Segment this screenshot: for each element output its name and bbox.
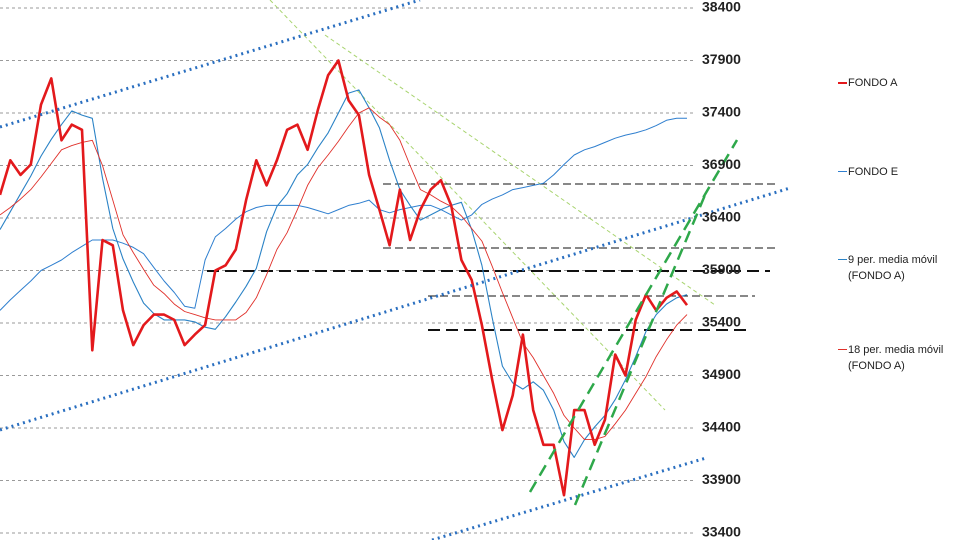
- legend-item: 9 per. media móvil (FONDO A): [838, 252, 975, 284]
- y-tick-label: 35900: [702, 261, 741, 277]
- series-line: [0, 59, 689, 497]
- legend-item: 18 per. media móvil (FONDO A): [838, 342, 975, 374]
- series-line: [0, 107, 688, 441]
- y-tick-label: 35400: [702, 314, 741, 330]
- legend-item: FONDO A: [838, 75, 975, 91]
- trend-line: [269, 0, 666, 411]
- series-group: [0, 59, 689, 497]
- legend-swatch: [838, 82, 847, 84]
- y-tick-label: 36900: [702, 156, 741, 172]
- series-line: [0, 117, 687, 311]
- y-tick-label: 33900: [702, 471, 741, 487]
- channel-line: [0, 186, 791, 432]
- channel-line: [0, 0, 421, 129]
- legend-swatch: [838, 349, 847, 350]
- channel-line: [528, 139, 739, 493]
- y-tick-label: 33400: [702, 524, 741, 540]
- channel-lines: [0, 0, 791, 540]
- legend-swatch: [838, 259, 847, 260]
- legend-label: FONDO A: [848, 77, 898, 89]
- y-tick-label: 37900: [702, 51, 741, 67]
- legend-label: 18 per. media móvil (FONDO A): [848, 344, 944, 372]
- legend-label: FONDO E: [848, 166, 899, 178]
- legend-label: 9 per. media móvil (FONDO A): [848, 254, 938, 282]
- y-tick-label: 37400: [702, 104, 741, 120]
- trend-line: [324, 34, 716, 306]
- trend-lines: [207, 0, 775, 411]
- legend-swatch: [838, 171, 847, 172]
- channel-line: [431, 456, 707, 540]
- channel-line: [573, 194, 707, 506]
- legend-item: FONDO E: [838, 164, 975, 180]
- series-line: [0, 89, 688, 458]
- y-tick-label: 34400: [702, 419, 741, 435]
- y-tick-label: 34900: [702, 366, 741, 382]
- y-tick-label: 38400: [702, 0, 741, 15]
- y-tick-label: 36400: [702, 209, 741, 225]
